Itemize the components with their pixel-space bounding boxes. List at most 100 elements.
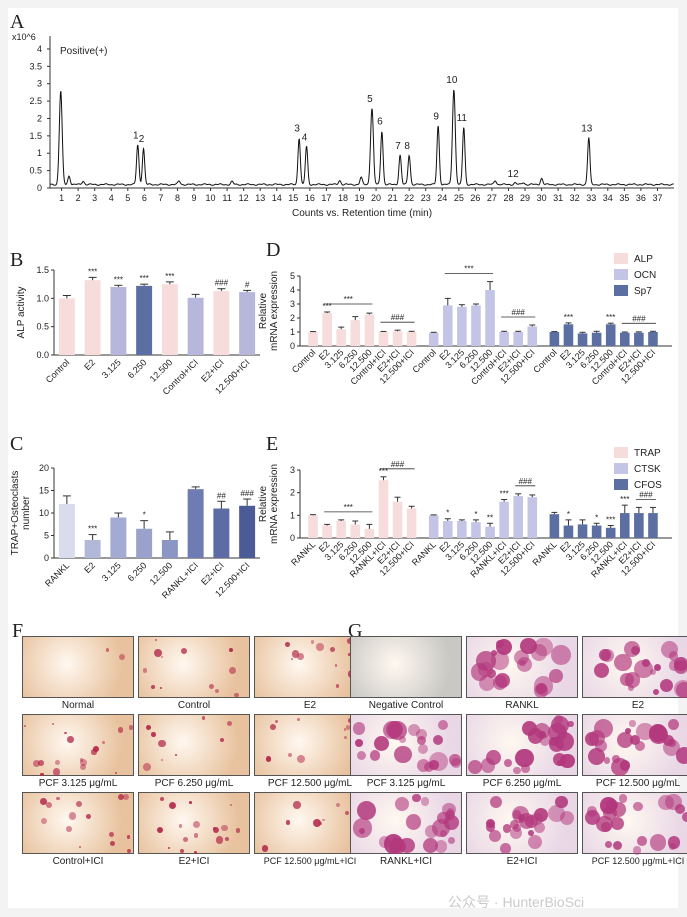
- stained-cell: [291, 650, 300, 658]
- sig-E-CFOS-5: ***: [620, 495, 629, 504]
- stained-cell: [620, 672, 634, 686]
- stained-cell: [344, 811, 349, 816]
- category-C-0: RANKL: [43, 560, 71, 588]
- stained-cell: [310, 640, 315, 644]
- stained-cell: [208, 684, 214, 690]
- micrograph-7: [350, 792, 462, 855]
- chart-a-y-tick-label: 3: [37, 79, 42, 89]
- sig-E-CFOS-3: *: [595, 513, 598, 522]
- stained-cell: [52, 723, 55, 726]
- micrograph-3: [582, 636, 687, 699]
- stained-cell: [224, 837, 230, 842]
- stained-cell: [399, 736, 407, 744]
- bar-E-CTSK-0: [428, 515, 439, 538]
- stained-cell: [604, 840, 612, 848]
- stained-cell: [357, 801, 377, 821]
- micrograph-caption-7: RANKL+ICI: [380, 856, 432, 867]
- stained-cell: [603, 757, 611, 764]
- bar-D-OCN-2: [457, 306, 467, 346]
- stained-cell: [476, 651, 496, 671]
- bar-D-ALP-0: [308, 332, 318, 346]
- legend-label-Sp7: Sp7: [634, 286, 652, 297]
- peak-label-1: 1: [133, 131, 139, 142]
- micrograph-9: [254, 792, 366, 855]
- stained-cell: [428, 752, 449, 772]
- micrograph-5: [466, 714, 578, 776]
- stained-cell: [56, 796, 60, 801]
- bar-E-TRAP-1: [322, 525, 332, 538]
- bar-D-OCN-4: [485, 290, 495, 346]
- stained-cell: [632, 846, 642, 855]
- stained-cell: [226, 720, 233, 726]
- stained-cell: [492, 675, 508, 690]
- stained-cell: [373, 736, 390, 752]
- stained-cell: [594, 663, 610, 678]
- micrograph-8: [466, 792, 578, 854]
- stained-cell: [154, 648, 162, 657]
- bar-E-CTSK-7: [527, 497, 538, 538]
- legend-label-ALP: ALP: [634, 254, 653, 265]
- stained-cell: [617, 732, 634, 749]
- stained-cell: [235, 828, 241, 833]
- bar-E-CFOS-5: [620, 513, 630, 538]
- stained-cell: [265, 756, 272, 762]
- micrograph-caption-3: E2: [303, 700, 317, 711]
- chart-a-x-tick-label: 35: [619, 193, 629, 203]
- stained-cell: [123, 794, 130, 800]
- stained-cell: [412, 793, 421, 803]
- bar-D-Sp7-3: [591, 332, 602, 346]
- chart-D-y-tick-label: 3: [290, 299, 295, 309]
- stained-cell: [369, 750, 381, 761]
- micrograph-caption-4: PCF 3.125 μg/mL: [38, 778, 118, 789]
- chart-C-y-tick-label: 15: [39, 486, 49, 496]
- stained-cell: [160, 758, 164, 762]
- bar-B-1: [84, 280, 101, 355]
- bar-D-OCN-6: [513, 332, 523, 346]
- stained-cell: [178, 824, 183, 828]
- micrograph-caption-7: Control+ICI: [52, 856, 104, 867]
- legend-label-OCN: OCN: [634, 270, 656, 281]
- stained-cell: [143, 763, 151, 771]
- stained-cell: [66, 825, 72, 832]
- stained-cell: [216, 836, 224, 844]
- stained-cell: [601, 822, 611, 832]
- stained-cell: [595, 740, 607, 752]
- chart-a-x-tick-label: 37: [652, 193, 662, 203]
- stained-cell: [219, 737, 224, 742]
- micrograph-caption-9: PCF 12.500 μg/mL+ICI: [263, 856, 357, 866]
- bar-C-6: [213, 508, 230, 558]
- stained-cell: [76, 801, 83, 808]
- sig-E-CTSK-1: *: [446, 509, 449, 518]
- stained-cell: [434, 840, 448, 853]
- chart-a-annotation: Positive(+): [60, 46, 108, 57]
- chart-D-y-tick-label: 5: [290, 271, 295, 281]
- chart-a-x-tick-label: 26: [470, 193, 480, 203]
- chart-E-y-tick-label: 1: [290, 510, 295, 520]
- peak-label-3: 3: [294, 124, 300, 135]
- legend-swatch-CFOS: [614, 479, 628, 490]
- bar-D-Sp7-2: [577, 333, 588, 346]
- chart-a-x-tick-label: 18: [338, 193, 348, 203]
- chart-a-x-tick-label: 12: [239, 193, 249, 203]
- chart-a-x-tick-label: 6: [142, 193, 147, 203]
- stained-cell: [681, 812, 687, 823]
- stained-cell: [489, 830, 501, 842]
- bar-E-TRAP-0: [308, 515, 318, 538]
- bar-B-7: [239, 292, 256, 355]
- micrograph-caption-1: Normal: [61, 700, 95, 711]
- legend-label-CFOS: CFOS: [634, 480, 662, 491]
- sig-E-CTSK-3: *: [474, 510, 477, 519]
- stained-cell: [40, 773, 44, 777]
- stained-cell: [119, 653, 125, 660]
- bar-D-ALP-5: [378, 332, 389, 346]
- stained-cell: [437, 719, 449, 731]
- stained-cell: [80, 758, 88, 766]
- chart-a-x-tick-label: 20: [371, 193, 381, 203]
- stained-cell: [668, 718, 680, 730]
- stained-cell: [285, 642, 290, 648]
- stained-cell: [145, 724, 151, 731]
- stained-cell: [605, 798, 618, 811]
- stained-cell: [550, 716, 569, 734]
- sig-D-Sp7-1: ***: [564, 313, 573, 322]
